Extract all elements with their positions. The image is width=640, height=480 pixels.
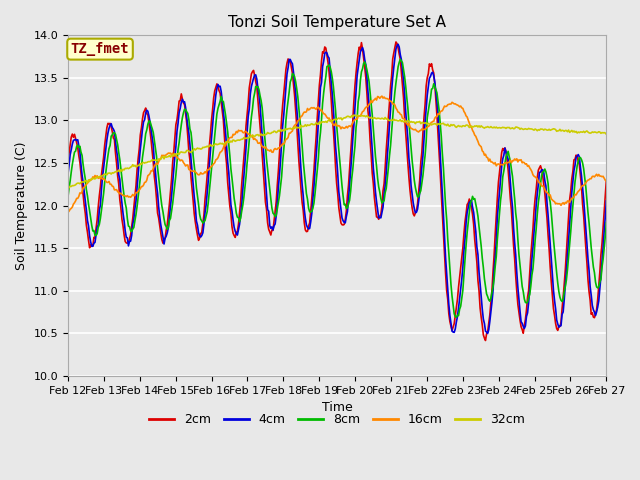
32cm (350, 112, 358, 118)
16cm (323, 114, 331, 120)
4cm (508, 193, 515, 199)
8cm (592, 279, 600, 285)
4cm (484, 331, 492, 336)
32cm (506, 126, 514, 132)
2cm (592, 311, 600, 317)
Text: TZ_fmet: TZ_fmet (70, 42, 129, 56)
4cm (385, 139, 392, 144)
2cm (385, 114, 392, 120)
8cm (355, 92, 363, 98)
32cm (323, 120, 331, 125)
16cm (64, 209, 72, 215)
4cm (602, 198, 610, 204)
Line: 32cm: 32cm (68, 115, 606, 188)
2cm (602, 178, 610, 183)
32cm (591, 129, 598, 135)
2cm (320, 50, 328, 56)
32cm (386, 118, 394, 123)
4cm (355, 56, 363, 62)
8cm (385, 165, 392, 170)
16cm (602, 179, 610, 184)
8cm (602, 220, 610, 226)
8cm (323, 64, 331, 70)
4cm (320, 58, 328, 64)
2cm (508, 207, 515, 213)
16cm (591, 174, 598, 180)
2cm (64, 156, 72, 161)
32cm (320, 119, 328, 125)
4cm (323, 50, 331, 56)
32cm (602, 132, 610, 137)
4cm (394, 41, 402, 47)
16cm (355, 113, 363, 119)
8cm (64, 194, 72, 200)
2cm (392, 39, 400, 45)
32cm (356, 113, 364, 119)
Title: Tonzi Soil Temperature Set A: Tonzi Soil Temperature Set A (228, 15, 446, 30)
4cm (64, 171, 72, 177)
2cm (355, 44, 363, 50)
8cm (396, 56, 404, 62)
Line: 4cm: 4cm (68, 44, 606, 334)
2cm (323, 52, 331, 58)
Line: 2cm: 2cm (68, 42, 606, 340)
16cm (320, 111, 328, 117)
2cm (482, 337, 490, 343)
Line: 8cm: 8cm (68, 59, 606, 317)
16cm (506, 157, 514, 163)
Legend: 2cm, 4cm, 8cm, 16cm, 32cm: 2cm, 4cm, 8cm, 16cm, 32cm (144, 408, 530, 431)
Y-axis label: Soil Temperature (C): Soil Temperature (C) (15, 142, 28, 270)
8cm (452, 314, 460, 320)
16cm (386, 98, 394, 104)
8cm (508, 166, 515, 172)
X-axis label: Time: Time (322, 401, 353, 414)
8cm (320, 90, 328, 96)
4cm (592, 312, 600, 318)
Line: 16cm: 16cm (68, 96, 606, 212)
16cm (378, 93, 386, 99)
32cm (64, 185, 72, 191)
